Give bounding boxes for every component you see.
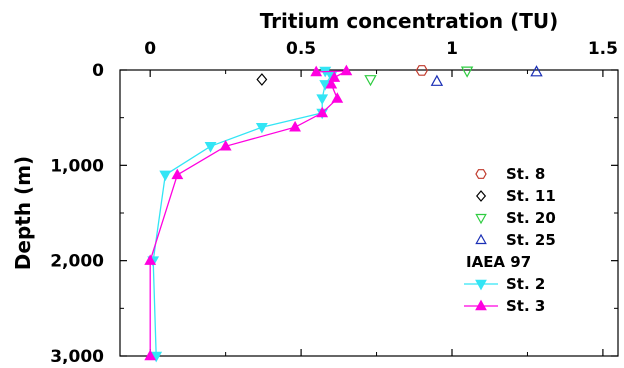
data-point-st-3	[325, 77, 338, 89]
data-point-st-20	[460, 66, 474, 78]
data-point-st-25	[430, 74, 444, 86]
y-tick-label: 0	[92, 61, 104, 81]
legend-label-st-11: St. 11	[506, 187, 556, 205]
x-tick-label: 1.5	[588, 39, 618, 59]
series-st-25	[430, 65, 543, 86]
data-point-st-3	[310, 65, 323, 77]
series-line-st-2	[152, 70, 333, 357]
legend-label-st-3: St. 3	[506, 297, 545, 315]
series-st-8	[415, 65, 428, 76]
data-point-st-3	[171, 168, 184, 180]
axes-group: 0 0.5 1 1.5 0 1,000 2,000 3,000	[50, 39, 618, 367]
legend-marker-st-2	[475, 279, 487, 291]
legend-group-label: IAEA 97	[466, 253, 531, 271]
legend-marker-st-11	[476, 190, 487, 202]
data-point-st-2	[204, 141, 217, 153]
y-tick-label: 3,000	[50, 347, 104, 364]
legend-label-st-20: St. 20	[506, 209, 556, 227]
y-tick-label: 2,000	[50, 252, 104, 272]
data-point-st-11	[256, 73, 268, 86]
series-st-3	[144, 64, 353, 361]
y-tick-label: 1,000	[50, 156, 104, 176]
x-tick-label: 1	[446, 39, 458, 59]
data-point-st-2	[316, 94, 329, 105]
legend-label-st-2: St. 2	[506, 275, 545, 293]
series-st-20	[364, 66, 474, 87]
chart-title: Tritium concentration (TU)	[260, 9, 559, 33]
data-point-st-3	[340, 64, 353, 76]
data-point-st-3	[331, 92, 344, 103]
data-point-st-3	[219, 139, 232, 151]
series-st-2	[147, 66, 338, 363]
legend-label-st-25: St. 25	[506, 231, 556, 249]
y-axis-label: Depth (m)	[11, 156, 35, 270]
data-point-st-25	[530, 65, 543, 77]
data-point-st-2	[255, 123, 268, 134]
data-point-st-20	[364, 75, 377, 87]
series-st-11	[256, 73, 268, 86]
data-point-st-8	[415, 65, 428, 76]
legend-label-st-8: St. 8	[506, 165, 545, 183]
series-group	[144, 64, 543, 363]
data-point-st-3	[289, 120, 301, 132]
legend-marker-st-25	[475, 233, 487, 245]
legend: St. 8 St. 11 St. 20 St. 25 IAEA 97 St. 2 St. 3	[464, 165, 556, 315]
legend-marker-st-8	[475, 169, 487, 179]
data-point-st-3	[144, 349, 157, 361]
data-point-st-3	[144, 254, 157, 265]
data-point-st-2	[159, 170, 172, 182]
legend-marker-st-3	[475, 299, 487, 311]
x-tick-label: 0	[144, 39, 156, 59]
legend-marker-st-20	[475, 213, 487, 225]
x-tick-label: 0.5	[286, 39, 316, 59]
data-point-st-3	[316, 106, 329, 118]
